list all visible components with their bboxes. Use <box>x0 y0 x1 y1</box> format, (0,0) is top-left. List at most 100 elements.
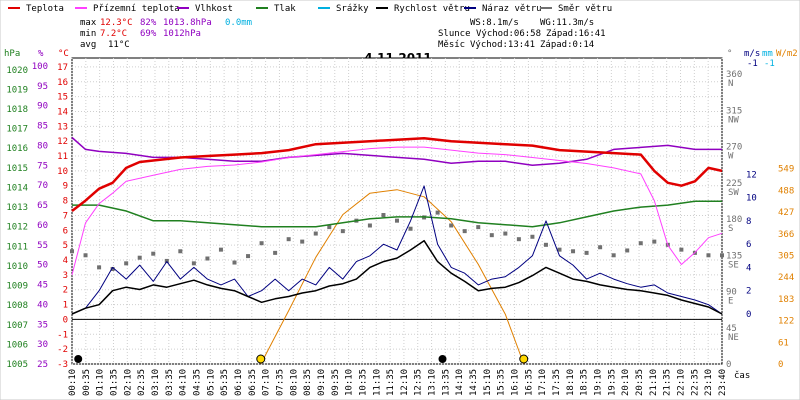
axis-c-tick: -3 <box>57 360 68 370</box>
axis-hpa: hPa 1020 1019 1018 1017 1016 1015 1014 1013 1012… <box>4 49 28 370</box>
axis-x-tick: 06:10 <box>234 369 244 396</box>
legend-label: Přízemní teplota <box>93 4 180 14</box>
axis-c-tick: -1 <box>57 330 68 340</box>
axis-deg-tick: 315 <box>726 106 742 116</box>
axis-x-tick: 17:35 <box>552 369 562 396</box>
moon-marker <box>74 355 83 363</box>
wind-dir-point <box>151 251 156 256</box>
wind-dir-point <box>503 231 508 236</box>
stats-min-temp: 7.2°C <box>100 29 127 39</box>
wind-dir-point <box>408 226 413 231</box>
wind-dir-point <box>652 239 657 244</box>
axis-wm-tick: 122 <box>778 317 794 327</box>
axis-deg-dir: SW <box>728 188 739 198</box>
wind-dir-point <box>246 254 251 259</box>
wind-dir-point <box>435 210 440 215</box>
axis-x-tick: 03:10 <box>151 369 161 396</box>
wind-dir-point <box>679 247 684 252</box>
legend-item-smer-vetru: Směr větru <box>540 4 612 14</box>
axis-wm-tick: 305 <box>778 251 794 261</box>
axis-x-tick: 07:35 <box>275 369 285 396</box>
axis-c-tick: 11 <box>57 152 68 162</box>
axis-x-tick: 10:10 <box>345 369 355 396</box>
axis-deg-tick: 225 <box>726 179 742 189</box>
axis-c-tick: 14 <box>57 107 68 117</box>
axis-x-tick: 09:10 <box>317 369 327 396</box>
axis-x-tick: 12:35 <box>414 369 424 396</box>
wind-dir-point <box>124 261 129 266</box>
axis-c-tick: 15 <box>57 93 68 103</box>
info-block: WS:8.1m/s WG:11.3m/s Slunce Východ:06:58… <box>438 18 606 50</box>
axis-pct-unit: % <box>38 49 44 59</box>
axis-wm-tick: 366 <box>778 230 794 240</box>
axis-x-tick: 19:35 <box>607 369 617 396</box>
info-wg: WG:11.3m/s <box>540 18 594 28</box>
axis-c-unit: °C <box>58 49 69 59</box>
wind-dir-point <box>571 249 576 254</box>
legend-item-prizemni-teplota: Přízemní teplota <box>75 4 180 14</box>
wind-dir-point <box>300 239 305 244</box>
wind-dir-point <box>530 234 535 239</box>
legend-label: Rychlost větru <box>394 4 470 14</box>
axis-x-tick: 20:10 <box>621 369 631 396</box>
axis-deg-tick: 180 <box>726 215 742 225</box>
axis-wind-speed: m/s -1 12 10 8 6 4 2 0 <box>744 49 760 320</box>
axis-c-tick: 13 <box>57 122 68 132</box>
axis-ms-unit: m/s <box>744 49 760 59</box>
wind-dir-point <box>178 249 183 254</box>
axis-deg-dir: W <box>728 152 734 162</box>
wind-dir-point <box>395 218 399 223</box>
axis-x-tick: 01:10 <box>96 369 106 396</box>
axis-x-tick: 07:10 <box>262 369 272 396</box>
axis-wm-tick: 183 <box>778 295 794 305</box>
axis-x-tick: 15:35 <box>497 369 507 396</box>
axis-wm-tick: 0 <box>778 360 783 370</box>
ground-temp-line <box>71 146 723 276</box>
axis-pct-tick: 75 <box>37 161 48 171</box>
axis-x-tick: 15:10 <box>483 369 493 396</box>
legend-item-srazky: Srážky <box>318 4 369 14</box>
axis-hpa-tick: 1006 <box>6 340 28 350</box>
axis-hpa-tick: 1007 <box>6 321 28 331</box>
axis-x-tick: 21:35 <box>663 369 673 396</box>
axis-wm-tick: 549 <box>778 165 794 175</box>
axis-pct-tick: 70 <box>37 181 48 191</box>
wind-dir-point <box>557 247 562 252</box>
axis-rain: mm -1 <box>762 49 775 69</box>
axis-x-tick: 09:35 <box>331 369 341 396</box>
axis-x-tick: 04:35 <box>192 369 202 396</box>
axis-hpa-tick: 1020 <box>6 66 28 76</box>
axis-pct-tick: 45 <box>37 281 48 291</box>
axis-pct-tick: 55 <box>37 241 48 251</box>
axis-x-tick: 03:35 <box>165 369 175 396</box>
axis-mm-top: -1 <box>764 59 775 69</box>
wind-dir-point <box>340 229 345 234</box>
wind-dir-point <box>543 242 548 247</box>
axis-wm-tick: 61 <box>778 338 789 348</box>
axis-c-tick: 17 <box>57 63 68 73</box>
axis-wm-tick: 244 <box>778 273 794 283</box>
axis-hpa-tick: 1019 <box>6 85 28 95</box>
wind-dir-point <box>313 231 318 236</box>
axis-x-tick: 19:10 <box>594 369 604 396</box>
axis-solar: W/m2 549 488 427 366 305 244 183 122 61 0 <box>776 49 798 370</box>
wind-dir-point <box>70 249 74 254</box>
axis-x-tick: 04:10 <box>179 369 189 396</box>
axis-c-tick: 1 <box>63 301 68 311</box>
axis-pct-tick: 65 <box>37 201 48 211</box>
axis-pct-tick: 35 <box>37 320 48 330</box>
axis-ms-tick: 12 <box>746 170 757 180</box>
stats-avg-label: avg <box>80 40 96 50</box>
axis-pct-tick: 40 <box>37 300 48 310</box>
wind-dir-point <box>327 225 332 230</box>
axis-wm-tick: 427 <box>778 208 794 218</box>
legend-label: Směr větru <box>558 4 612 14</box>
axis-pct-tick: 90 <box>37 102 48 112</box>
axis-x-tick: 08:10 <box>289 369 299 396</box>
info-sun-label: Slunce <box>438 29 471 39</box>
info-moonset: Západ:0:14 <box>540 40 594 50</box>
axis-x-tick: 10:35 <box>358 369 368 396</box>
axis-pct-tick: 60 <box>37 221 48 231</box>
wind-dir-point <box>598 245 603 250</box>
